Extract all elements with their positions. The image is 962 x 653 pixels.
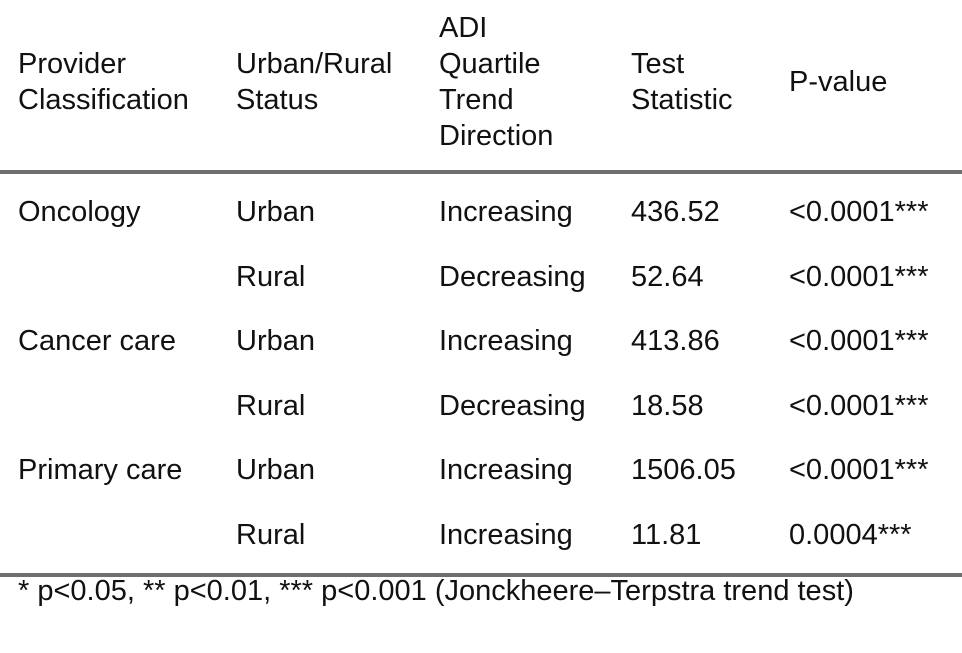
- header-adi-trend-direction: ADI Quartile Trend Direction: [421, 0, 613, 174]
- header-row: Provider Classification Urban/Rural Stat…: [0, 0, 962, 174]
- cell-trend: Decreasing: [439, 260, 586, 293]
- cell-p-value: <0.0001***: [789, 196, 929, 229]
- cell-p-value: <0.0001***: [789, 389, 929, 422]
- table-row: Rural Decreasing 52.64 <0.0001***: [0, 245, 962, 310]
- table-row: Rural Increasing 11.81 0.0004***: [0, 502, 962, 577]
- cell-provider: Oncology: [18, 196, 141, 229]
- header-test-statistic: Test Statistic: [613, 0, 771, 174]
- cell-status: Urban: [236, 325, 315, 358]
- cell-status: Rural: [236, 260, 306, 293]
- table-footnote: * p<0.05, ** p<0.01, *** p<0.001 (Jonckh…: [18, 575, 854, 607]
- cell-p-value: <0.0001***: [789, 325, 929, 358]
- cell-provider: [0, 245, 218, 310]
- results-table: Provider Classification Urban/Rural Stat…: [0, 0, 962, 577]
- cell-provider: Cancer care: [18, 325, 176, 358]
- header-provider-classification: Provider Classification: [0, 0, 218, 174]
- cell-p-value: <0.0001***: [789, 260, 929, 293]
- header-urban-rural-status: Urban/Rural Status: [218, 0, 421, 174]
- cell-provider: Primary care: [18, 454, 183, 487]
- cell-trend: Increasing: [439, 196, 573, 229]
- cell-provider: [0, 502, 218, 577]
- table-row: Cancer care Urban Increasing 413.86 <0.0…: [0, 309, 962, 374]
- table-row: Oncology Urban Increasing 436.52 <0.0001…: [0, 172, 962, 245]
- cell-status: Rural: [236, 389, 306, 422]
- cell-trend: Increasing: [421, 502, 613, 577]
- table-header: Provider Classification Urban/Rural Stat…: [0, 0, 962, 174]
- cell-statistic: 18.58: [631, 389, 704, 422]
- table-row: Primary care Urban Increasing 1506.05 <0…: [0, 438, 962, 503]
- table-row: Rural Decreasing 18.58 <0.0001***: [0, 374, 962, 439]
- cell-statistic: 413.86: [631, 325, 720, 358]
- cell-statistic: 11.81: [613, 502, 771, 577]
- cell-statistic: 52.64: [631, 260, 704, 293]
- cell-trend: Decreasing: [439, 389, 586, 422]
- cell-trend: Increasing: [439, 325, 573, 358]
- cell-status: Urban: [236, 454, 315, 487]
- cell-statistic: 436.52: [631, 196, 720, 229]
- cell-p-value: <0.0001***: [789, 454, 929, 487]
- cell-statistic: 1506.05: [631, 454, 736, 487]
- cell-trend: Increasing: [439, 454, 573, 487]
- cell-p-value: 0.0004***: [771, 502, 962, 577]
- cell-status: Urban: [236, 196, 315, 229]
- cell-provider: [0, 374, 218, 439]
- cell-status: Rural: [218, 502, 421, 577]
- header-p-value: P-value: [771, 0, 962, 174]
- table-body: Oncology Urban Increasing 436.52 <0.0001…: [0, 172, 962, 577]
- results-table-container: Provider Classification Urban/Rural Stat…: [0, 0, 962, 577]
